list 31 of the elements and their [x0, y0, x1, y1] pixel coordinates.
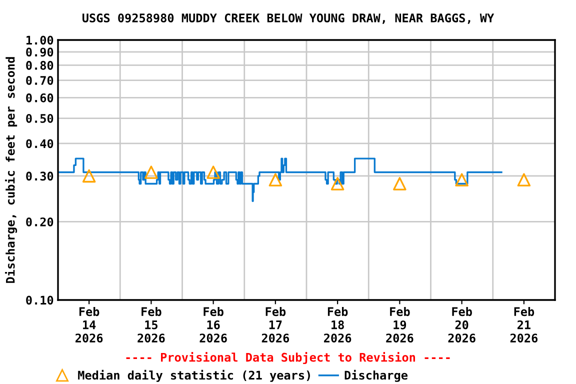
- y-tick-label: 0.10: [26, 296, 54, 305]
- y-tick-label: 0.30: [26, 172, 54, 181]
- y-tick-label: 1.00: [26, 36, 54, 45]
- chart-title: USGS 09258980 MUDDY CREEK BELOW YOUNG DRAW, NEAR BAGGS, WY: [82, 13, 494, 24]
- y-axis-title: Discharge, cubic feet per second: [5, 57, 18, 283]
- x-tick-label: Feb 14 2026: [76, 306, 103, 343]
- y-tick-label: 0.40: [26, 139, 54, 148]
- point: [330, 177, 344, 190]
- x-tick-label: Feb 21 2026: [510, 306, 538, 343]
- x-tick-label: Feb 19 2026: [386, 306, 414, 343]
- x-tick-label: Feb 17 2026: [262, 306, 290, 343]
- point: [82, 169, 96, 183]
- point: [517, 173, 531, 186]
- y-tick-label: 0.50: [26, 114, 54, 123]
- legend-label: Median daily statistic (21 years): [78, 370, 310, 382]
- y-tick-label: 0.70: [26, 76, 54, 85]
- point: [144, 166, 158, 179]
- text: ---- Provisional Data Subject to Revision ----: [126, 352, 450, 364]
- point: [393, 177, 406, 190]
- y-tick-label: 0.60: [26, 93, 54, 102]
- y-tick-label: 0.80: [26, 60, 54, 70]
- point: [206, 166, 220, 179]
- legend-label: Discharge: [344, 370, 408, 382]
- x-tick-label: Feb 16 2026: [200, 306, 227, 343]
- y-tick-label: 0.90: [26, 48, 54, 57]
- point: [455, 173, 468, 186]
- x-tick-label: Feb 15 2026: [138, 306, 165, 343]
- y-tick-label: 0.20: [26, 217, 54, 226]
- point: [268, 173, 282, 186]
- x-tick-label: Feb 20 2026: [448, 306, 476, 343]
- x-tick-label: Feb 18 2026: [324, 306, 352, 343]
